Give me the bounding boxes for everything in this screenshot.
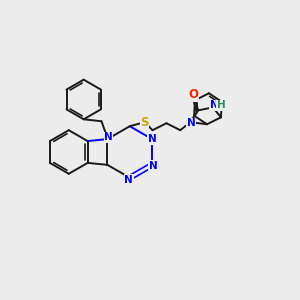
Text: N: N xyxy=(187,118,196,128)
Text: O: O xyxy=(188,88,198,101)
Text: N: N xyxy=(124,175,133,185)
Text: N: N xyxy=(210,100,218,110)
Text: S: S xyxy=(140,116,149,129)
Text: N: N xyxy=(148,134,156,144)
Text: H: H xyxy=(217,100,225,110)
Text: N: N xyxy=(104,132,113,142)
Text: N: N xyxy=(149,161,158,171)
